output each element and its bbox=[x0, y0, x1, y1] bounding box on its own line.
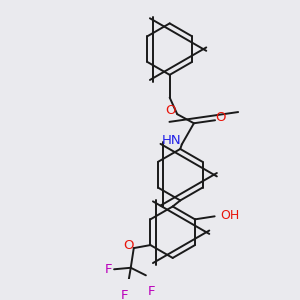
Text: F: F bbox=[148, 285, 155, 298]
Text: OH: OH bbox=[220, 209, 239, 222]
Text: HN: HN bbox=[161, 134, 181, 147]
Text: F: F bbox=[120, 289, 128, 300]
Text: O: O bbox=[123, 238, 134, 252]
Text: O: O bbox=[165, 104, 176, 117]
Text: F: F bbox=[105, 263, 112, 276]
Text: O: O bbox=[215, 111, 226, 124]
